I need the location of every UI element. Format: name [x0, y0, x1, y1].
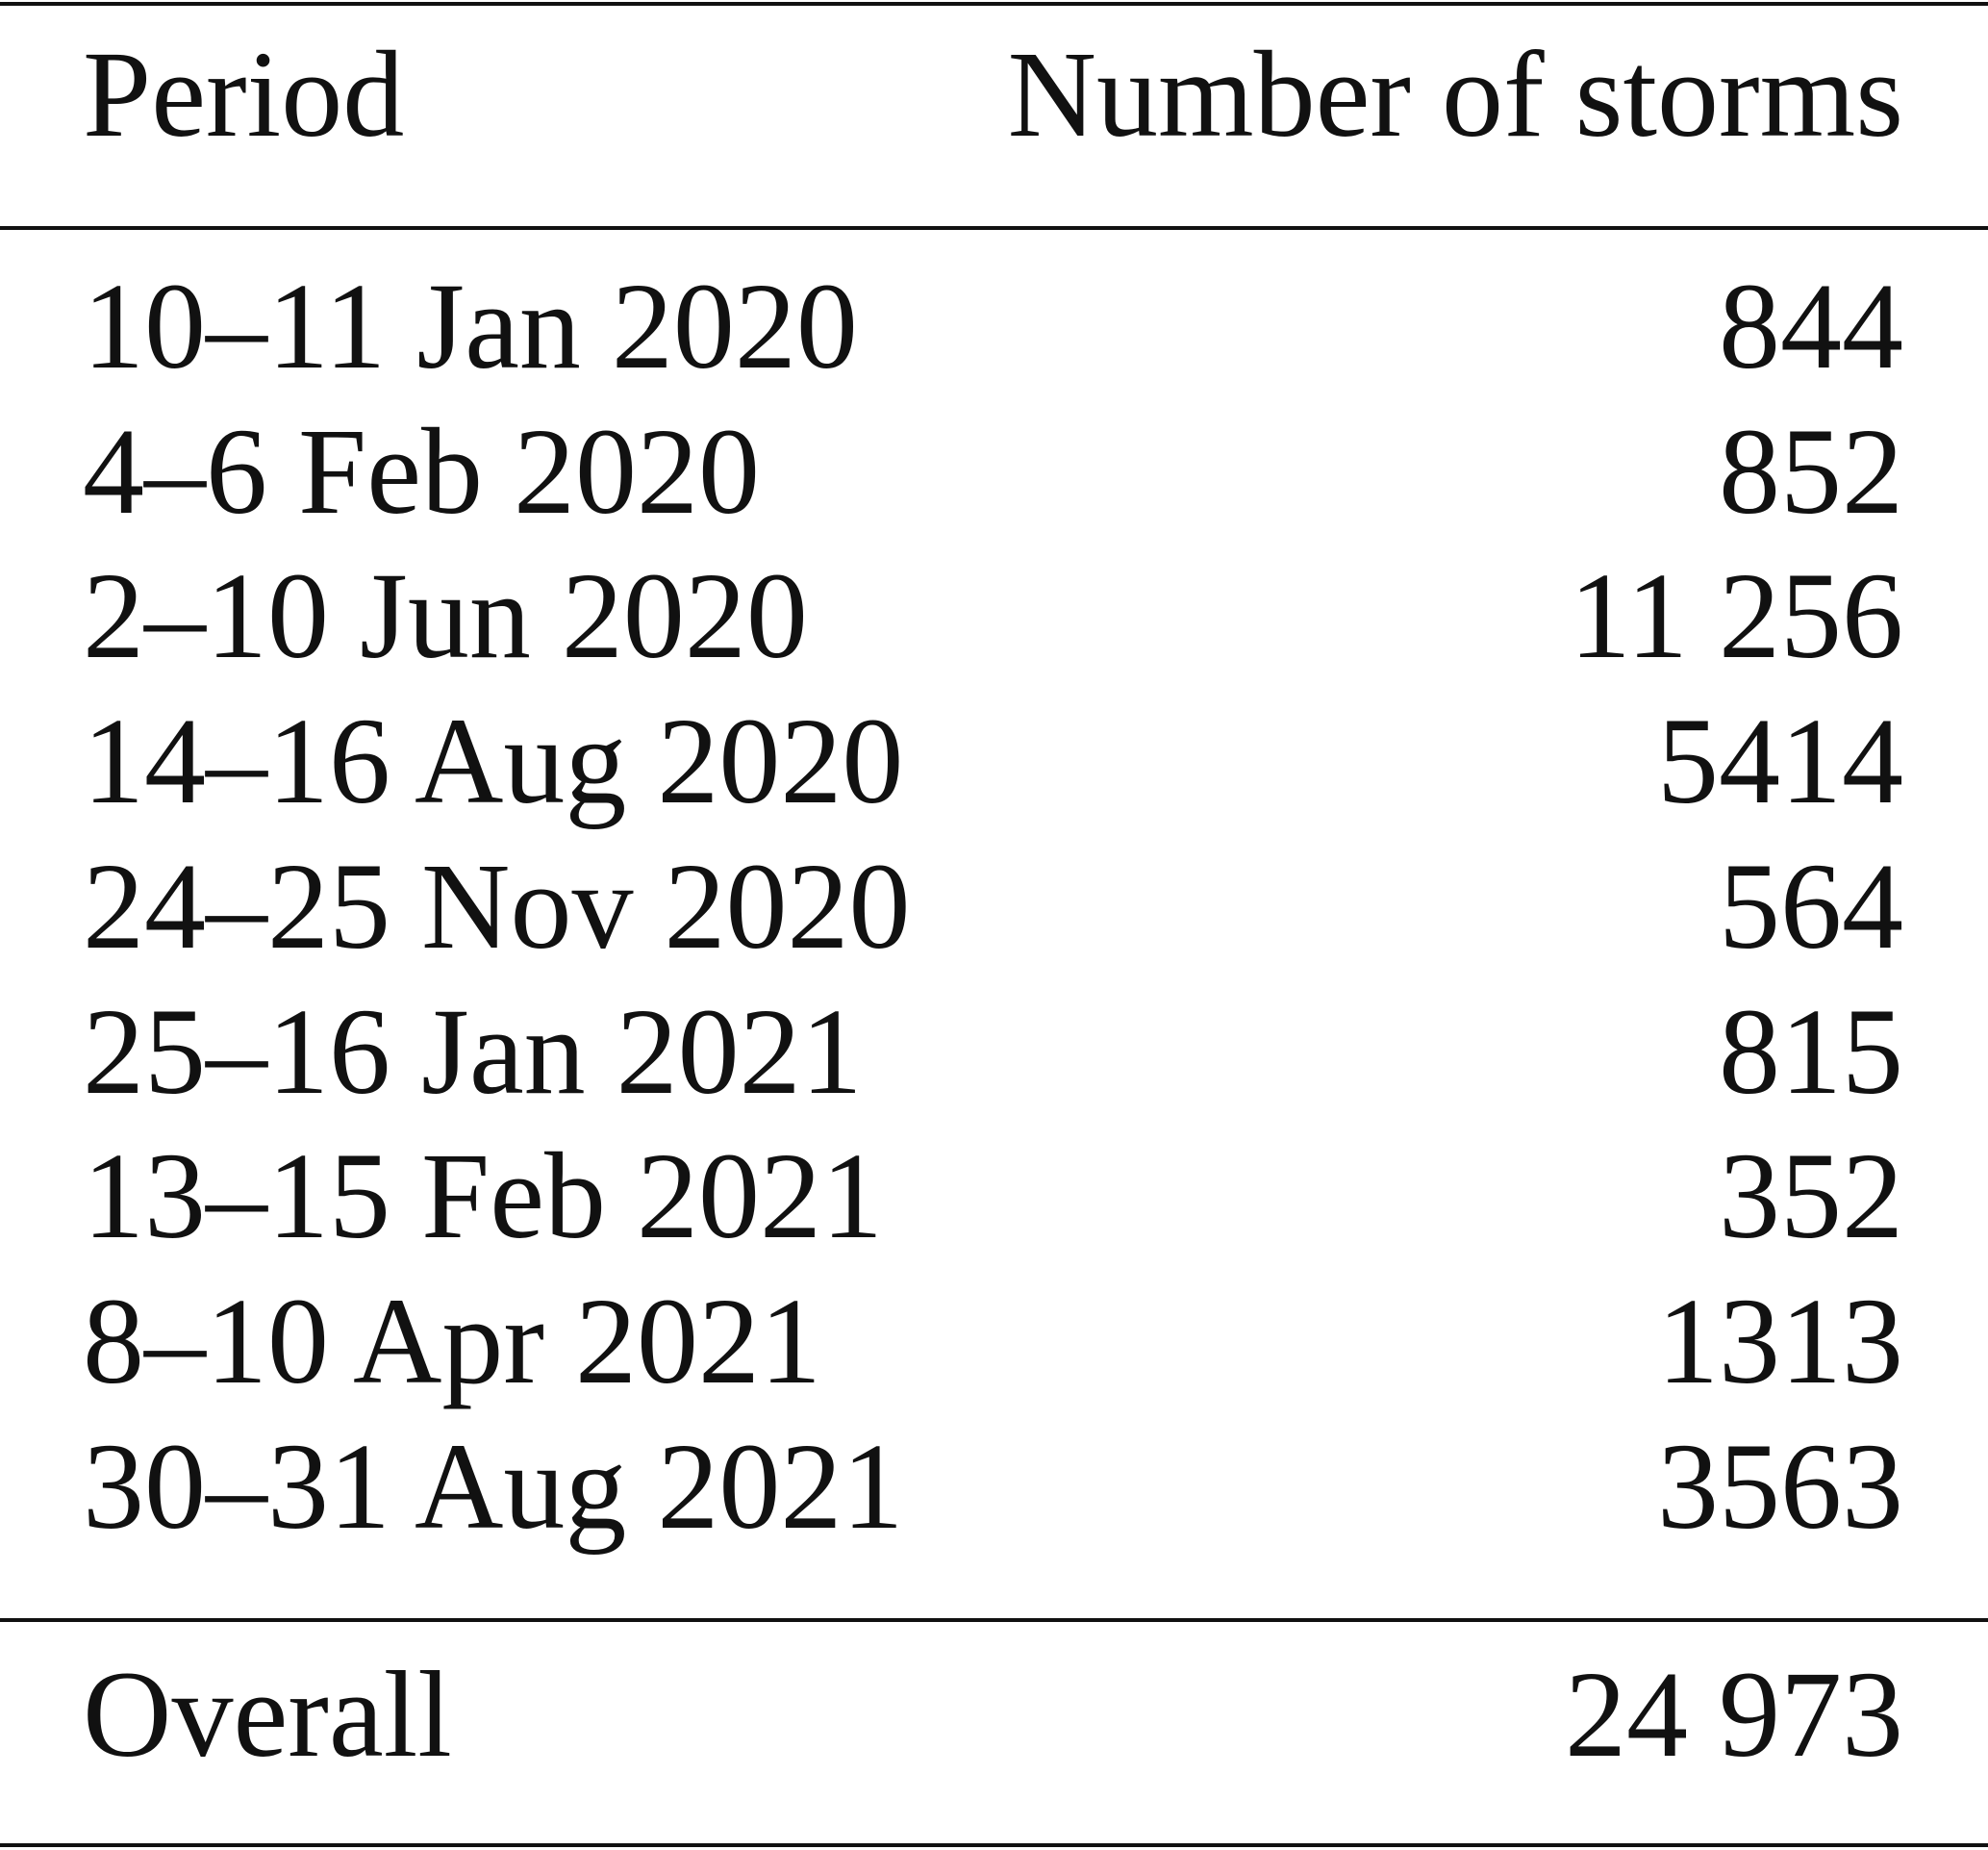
header-cell: Period [83, 26, 405, 163]
header-cell: Number of storms [1007, 26, 1903, 163]
period-cell: 13–15 Feb 2021 [83, 1128, 883, 1265]
count-cell: 844 [1719, 258, 1903, 394]
period-cell: 30–31 Aug 2021 [83, 1417, 904, 1555]
period-cell: 8–10 Apr 2021 [83, 1272, 821, 1409]
count-cell: 564 [1719, 837, 1903, 975]
top-rule [0, 2, 1988, 6]
count-cell: 5414 [1657, 693, 1903, 830]
count-cell: 352 [1719, 1128, 1903, 1265]
footer-rule [0, 1618, 1988, 1622]
count-cell: 11 256 [1569, 547, 1903, 685]
header-rule [0, 226, 1988, 230]
period-cell: 24–25 Nov 2020 [83, 837, 911, 975]
period-cell: 2–10 Jun 2020 [83, 547, 808, 685]
count-cell: 3563 [1657, 1417, 1903, 1555]
footer-cell: 24 973 [1565, 1646, 1903, 1783]
count-cell: 1313 [1657, 1272, 1903, 1409]
count-cell: 852 [1719, 402, 1903, 540]
bottom-rule [0, 1843, 1988, 1847]
count-cell: 815 [1719, 982, 1903, 1120]
period-cell: 10–11 Jan 2020 [83, 258, 858, 394]
period-cell: 25–16 Jan 2021 [83, 982, 863, 1120]
footer-cell: Overall [83, 1646, 452, 1783]
period-cell: 4–6 Feb 2020 [83, 402, 760, 540]
period-cell: 14–16 Aug 2020 [83, 693, 904, 830]
